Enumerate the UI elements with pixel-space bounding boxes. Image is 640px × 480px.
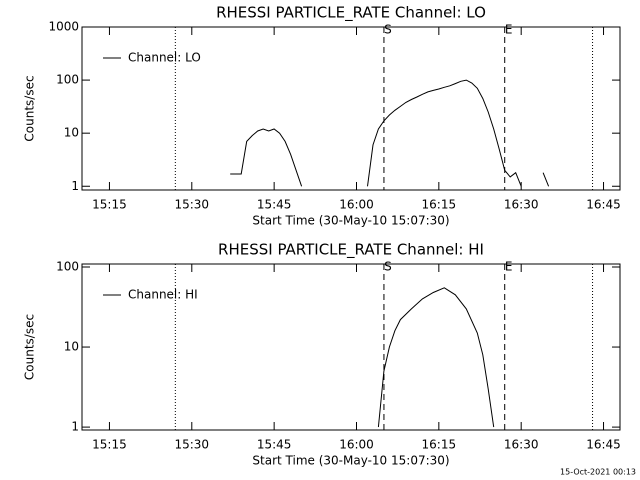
x-tick-label: 15:45 (257, 198, 292, 212)
x-tick-label: 16:15 (422, 198, 457, 212)
x-tick-label: 16:45 (586, 438, 621, 452)
y-axis-label: Counts/sec (23, 314, 37, 380)
x-tick-label: 16:30 (504, 198, 539, 212)
data-line (230, 79, 550, 187)
marker-label: S (384, 260, 392, 274)
y-tick-label: 1 (71, 420, 79, 434)
x-tick-label: 16:15 (422, 438, 457, 452)
y-tick-label: 10 (64, 340, 79, 354)
data-line (377, 287, 495, 428)
y-tick-label: 100 (56, 259, 79, 273)
marker-label: S (384, 23, 392, 37)
chart-title: RHESSI PARTICLE_RATE Channel: HI (218, 241, 484, 260)
x-tick-label: 15:30 (174, 198, 209, 212)
legend-label: Channel: HI (128, 288, 198, 302)
plot-frame (81, 26, 621, 191)
x-tick-label: 15:30 (174, 438, 209, 452)
x-axis-label: Start Time (30-May-10 15:07:30) (252, 214, 449, 228)
y-tick-label: 10 (64, 126, 79, 140)
x-tick-label: 16:30 (504, 438, 539, 452)
footer: 15-Oct-2021 00:13 (560, 468, 636, 477)
x-tick-label: 15:45 (257, 438, 292, 452)
marker-label: E (505, 23, 513, 37)
y-tick-label: 1000 (48, 20, 79, 34)
x-tick-label: 16:00 (339, 198, 374, 212)
x-tick-label: 15:15 (92, 198, 127, 212)
legend-label: Channel: LO (128, 51, 201, 65)
marker-label: E (505, 260, 513, 274)
chart-title: RHESSI PARTICLE_RATE Channel: LO (216, 4, 486, 23)
y-tick-label: 1 (71, 179, 79, 193)
y-tick-label: 100 (56, 73, 79, 87)
x-axis-label: Start Time (30-May-10 15:07:30) (252, 454, 449, 468)
x-tick-label: 16:00 (339, 438, 374, 452)
y-axis-label: Counts/sec (23, 75, 37, 141)
x-tick-label: 15:15 (92, 438, 127, 452)
x-tick-label: 16:45 (586, 198, 621, 212)
